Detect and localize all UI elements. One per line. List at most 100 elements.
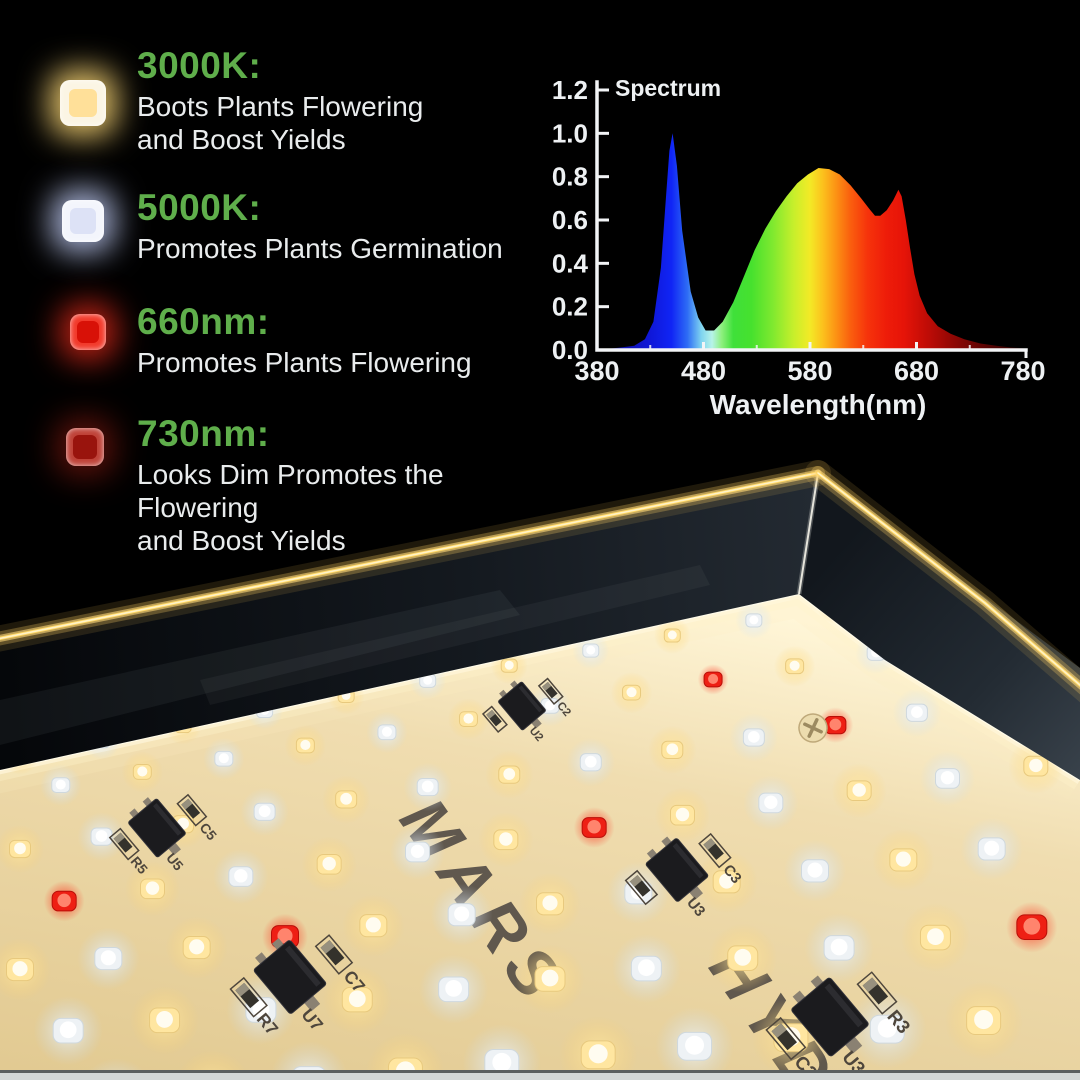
led-cool bbox=[366, 711, 408, 754]
led-warm bbox=[708, 923, 778, 993]
led-warm bbox=[610, 671, 653, 714]
led-red bbox=[697, 664, 729, 695]
led-warm bbox=[831, 763, 887, 819]
svg-text:680: 680 bbox=[894, 356, 939, 386]
led-cool bbox=[783, 839, 847, 902]
led-cool bbox=[960, 817, 1023, 881]
led-warm bbox=[773, 645, 816, 687]
led-warm bbox=[322, 775, 371, 824]
svg-text:780: 780 bbox=[1000, 356, 1045, 386]
led-warm bbox=[301, 836, 357, 892]
led-warm bbox=[654, 787, 711, 843]
led-cool bbox=[77, 812, 126, 861]
led-cool bbox=[892, 688, 942, 737]
led-red bbox=[573, 807, 615, 848]
led-warm bbox=[944, 981, 1023, 1060]
spectrum-chart: 0.0 0.2 0.4 0.6 0.8 1.0 1.2 380 480 580 680 780 Spe… bbox=[552, 75, 1046, 420]
svg-text:0.0: 0.0 bbox=[552, 335, 588, 365]
led-warm bbox=[322, 965, 392, 1035]
led-warm bbox=[900, 903, 970, 973]
led-cool bbox=[566, 738, 615, 787]
dim-red-led-core bbox=[73, 435, 97, 459]
led-cool bbox=[729, 713, 778, 762]
led-cool bbox=[611, 934, 681, 1004]
legend-item-660nm-description: Promotes Plants Flowering bbox=[137, 346, 472, 378]
led-red bbox=[817, 707, 854, 743]
led-warm bbox=[695, 850, 758, 913]
legend-item-730nm-label: 730nm: bbox=[137, 413, 270, 454]
legend-item-660nm-label: 660nm: bbox=[137, 301, 270, 342]
led-warm bbox=[165, 916, 228, 979]
legend-item-730nm-description: Looks Dim Promotes the Flowering and Boo… bbox=[137, 458, 444, 556]
led-warm bbox=[515, 944, 585, 1014]
svg-text:1.0: 1.0 bbox=[552, 118, 588, 148]
cool-white-led-icon bbox=[62, 200, 104, 242]
led-cool bbox=[919, 750, 976, 807]
led-cool bbox=[419, 954, 489, 1024]
led-cool bbox=[33, 996, 103, 1066]
screw bbox=[798, 713, 828, 743]
led-red bbox=[43, 880, 85, 922]
led-cool bbox=[389, 824, 446, 880]
legend-item-730nm: 730nm: Looks Dim Promotes the Flowering … bbox=[137, 413, 560, 557]
chart-title: Spectrum bbox=[615, 75, 721, 101]
svg-text:0.6: 0.6 bbox=[552, 205, 588, 235]
led-cool bbox=[203, 738, 245, 780]
bottom-edge-line bbox=[0, 1070, 1080, 1073]
svg-text:1.2: 1.2 bbox=[552, 75, 588, 105]
led-cool bbox=[213, 848, 269, 905]
led-cool bbox=[804, 913, 874, 983]
svg-text:0.4: 0.4 bbox=[552, 248, 589, 278]
led-warm bbox=[130, 985, 200, 1055]
led-cool bbox=[240, 787, 289, 836]
dim-red-led-icon bbox=[66, 428, 104, 466]
svg-text:0.8: 0.8 bbox=[552, 162, 588, 192]
led-cool bbox=[655, 1007, 734, 1080]
led-warm bbox=[478, 812, 534, 868]
led-warm bbox=[121, 751, 164, 793]
warm-white-led-core bbox=[68, 88, 98, 118]
legend-item-5000k: 5000K: Promotes Plants Germination bbox=[137, 187, 503, 265]
led-cool bbox=[403, 762, 452, 812]
cool-white-led-core bbox=[69, 207, 96, 234]
svg-text:0.2: 0.2 bbox=[552, 292, 588, 322]
chart-xaxis-label: Wavelength(nm) bbox=[710, 389, 927, 420]
led-warm bbox=[653, 617, 691, 654]
frame-back-wall bbox=[0, 473, 818, 770]
led-cool bbox=[848, 990, 927, 1069]
red-led-core bbox=[76, 320, 100, 344]
svg-text:380: 380 bbox=[574, 356, 619, 386]
legend-item-3000k-description: Boots Plants Flowering and Boost Yields bbox=[137, 90, 424, 155]
led-warm bbox=[648, 725, 697, 775]
led-warm bbox=[284, 724, 327, 767]
led-cool bbox=[743, 775, 799, 831]
led-cool bbox=[735, 601, 773, 639]
legend-item-660nm: 660nm: Promotes Plants Flowering bbox=[137, 301, 472, 379]
led-cool bbox=[40, 764, 82, 806]
led-warm bbox=[124, 861, 181, 917]
frame-right-wall bbox=[799, 473, 1080, 780]
legend-item-5000k-label: 5000K: bbox=[137, 187, 262, 228]
red-led-icon bbox=[70, 314, 106, 350]
warm-white-led-icon bbox=[60, 80, 106, 126]
led-cool bbox=[77, 927, 140, 990]
legend-item-3000k-label: 3000K: bbox=[137, 45, 262, 86]
svg-text:480: 480 bbox=[681, 356, 726, 386]
bottom-edge-strip bbox=[0, 1073, 1080, 1080]
legend-item-3000k: 3000K: Boots Plants Flowering and Boost … bbox=[137, 45, 424, 156]
legend: 3000K: Boots Plants Flowering and Boost … bbox=[0, 0, 560, 556]
led-warm bbox=[0, 824, 45, 874]
legend-item-5000k-description: Promotes Plants Germination bbox=[137, 232, 503, 264]
led-warm bbox=[0, 938, 52, 1001]
led-warm bbox=[342, 894, 405, 957]
led-cool bbox=[430, 883, 493, 946]
led-warm bbox=[518, 872, 582, 935]
led-red bbox=[1006, 901, 1058, 953]
svg-text:580: 580 bbox=[787, 356, 832, 386]
led-warm bbox=[872, 828, 935, 891]
led-warm bbox=[485, 750, 534, 799]
